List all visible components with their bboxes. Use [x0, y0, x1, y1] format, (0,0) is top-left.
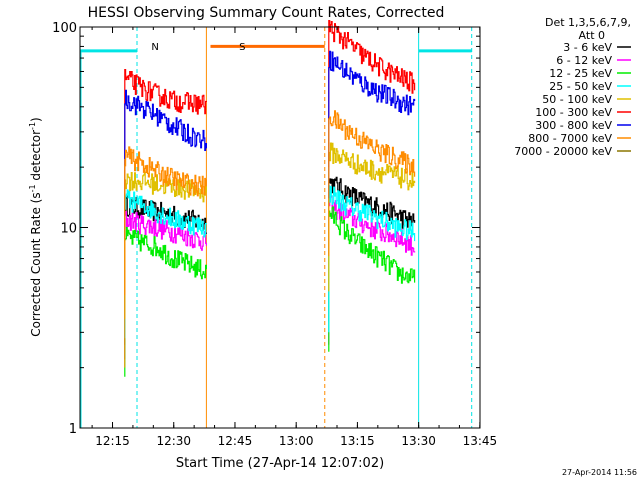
- x-tick-label: 12:45: [218, 434, 253, 448]
- marker-s: S: [239, 42, 245, 53]
- series-line: [328, 110, 416, 257]
- legend-label: 7000 - 20000 keV: [514, 145, 612, 158]
- series-line: [328, 185, 416, 333]
- series-line: [124, 69, 207, 218]
- chart-title: HESSI Observing Summary Count Rates, Cor…: [88, 5, 445, 21]
- legend-label: 6 - 12 keV: [556, 54, 612, 67]
- series-line: [124, 146, 207, 296]
- series-line: [328, 142, 416, 292]
- series-line: [124, 89, 207, 239]
- y-tick-label: 10: [60, 222, 77, 237]
- legend-label: 800 - 7000 keV: [528, 132, 612, 145]
- x-tick-label: 12:15: [95, 434, 130, 448]
- legend-label: 50 - 100 keV: [542, 93, 612, 106]
- x-tick-label: 13:30: [401, 434, 436, 448]
- x-axis-label: Start Time (27-Apr-14 12:07:02): [176, 456, 384, 471]
- legend-header-line2: Att 0: [579, 29, 605, 42]
- series-line: [124, 189, 207, 339]
- x-tick-label: 13:15: [340, 434, 375, 448]
- series-line: [328, 20, 416, 168]
- x-tick-label: 13:00: [279, 434, 314, 448]
- series-line: [124, 226, 207, 377]
- y-tick-label: 100: [52, 21, 77, 36]
- legend-label: 12 - 25 keV: [549, 67, 612, 80]
- axes-layer: 12:15 12:30 12:45 13:00 13:15 13:30 13:45 1 10 10…: [52, 21, 497, 448]
- legend-label: 300 - 800 keV: [535, 119, 612, 132]
- series-line: [328, 50, 416, 199]
- timestamp: 27-Apr-2014 11:56: [562, 468, 637, 477]
- legend-label: 3 - 6 keV: [563, 41, 612, 54]
- y-tick-label: 1: [69, 422, 77, 437]
- x-tick-label: 13:45: [463, 434, 498, 448]
- series-line: [328, 206, 416, 352]
- series-line: [124, 211, 207, 360]
- series-line: [124, 195, 207, 345]
- marker-n: N: [151, 42, 158, 53]
- y-axis-label: Corrected Count Rate (s-1 detector-1): [28, 117, 43, 336]
- legend-label: 25 - 50 keV: [549, 80, 612, 93]
- legend-header-line1: Det 1,3,5,6,7,9,: [545, 16, 631, 29]
- legend-label: 100 - 300 keV: [535, 106, 612, 119]
- x-tick-label: 12:30: [156, 434, 191, 448]
